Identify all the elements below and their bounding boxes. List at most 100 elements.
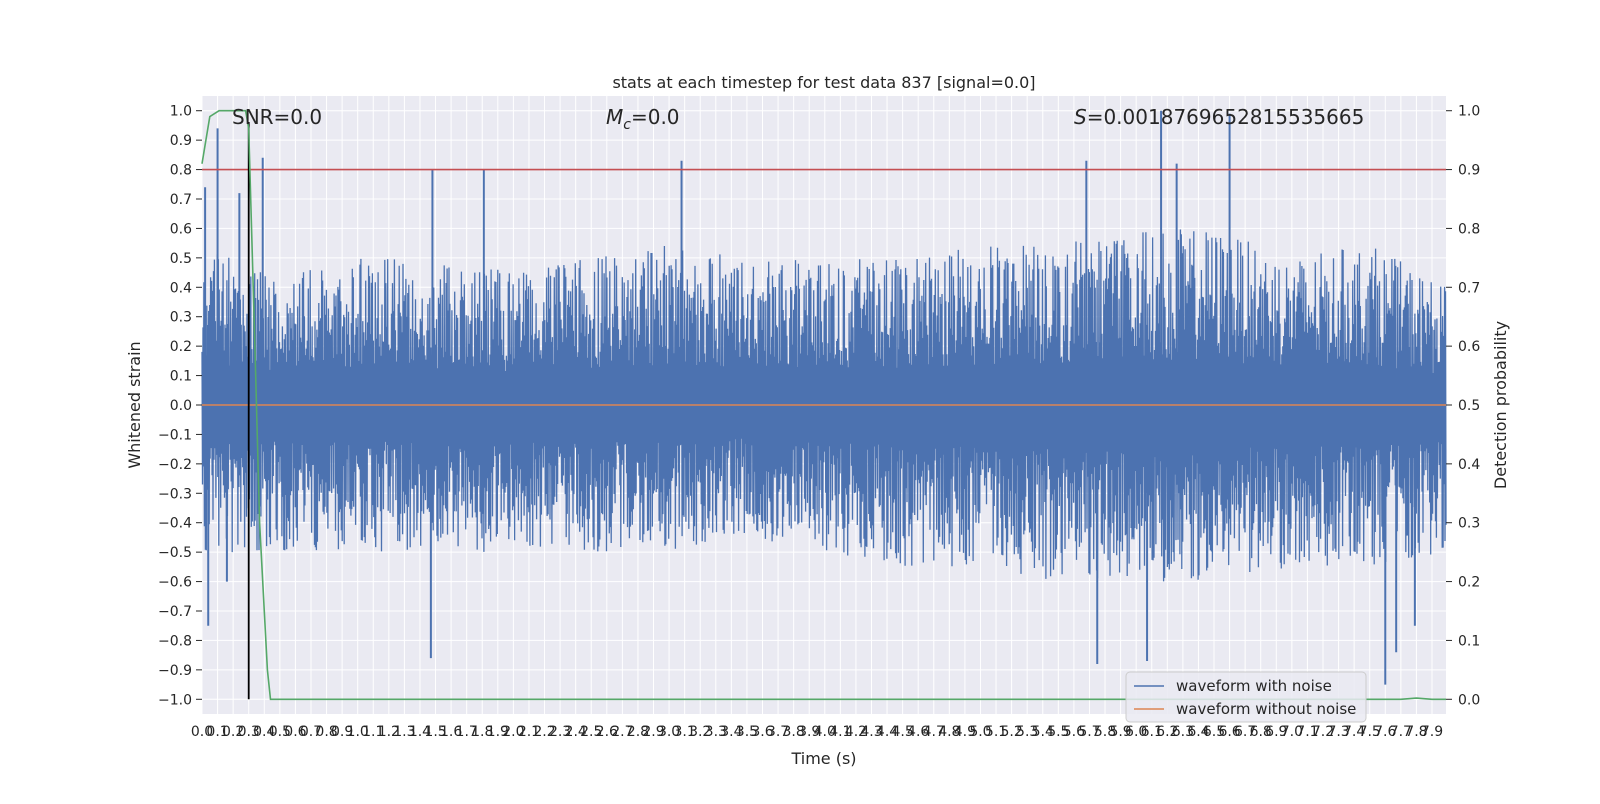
y-tick-label: 0.1 — [170, 369, 192, 385]
x-tick-label: 4.4 — [876, 724, 898, 740]
y-tick-label: −0.4 — [158, 516, 192, 532]
y-tick-label: −0.9 — [158, 663, 192, 679]
legend-label-with-noise: waveform with noise — [1176, 677, 1332, 695]
x-tick-label: 2.9 — [642, 724, 664, 740]
x-tick-label: 7.6 — [1374, 724, 1396, 740]
plot-content — [201, 109, 1447, 701]
x-tick-label: 1.0 — [347, 724, 369, 740]
x-tick-label: 4.5 — [891, 724, 913, 740]
x-tick-label: 3.3 — [705, 724, 727, 740]
y-tick-label: 0.8 — [170, 163, 192, 179]
x-tick-label: 5.6 — [1063, 724, 1085, 740]
y-tick-label: 0.2 — [170, 339, 192, 355]
x-tick-label: 7.1 — [1296, 724, 1318, 740]
mc-annotation: Mc=0.0 — [606, 105, 680, 133]
noise-waveform-line — [201, 229, 1447, 582]
y2-tick-label: 1.0 — [1458, 104, 1480, 120]
x-tick-label: 7.9 — [1421, 724, 1443, 740]
x-tick-label: 2.5 — [580, 724, 602, 740]
x-tick-label: 7.7 — [1390, 724, 1412, 740]
x-tick-label: 6.2 — [1156, 724, 1178, 740]
y-tick-label: −0.5 — [158, 545, 192, 561]
x-tick-label: 7.2 — [1312, 724, 1334, 740]
x-tick-label: 3.9 — [798, 724, 820, 740]
x-tick-label: 6.1 — [1141, 724, 1163, 740]
x-tick-label: 7.8 — [1405, 724, 1427, 740]
y-tick-label: 0.6 — [170, 221, 192, 237]
x-tick-label: 7.5 — [1359, 724, 1381, 740]
x-tick-label: 6.3 — [1172, 724, 1194, 740]
y2-tick-label: 0.0 — [1458, 692, 1480, 708]
x-tick-label: 1.9 — [487, 724, 509, 740]
s-value: =0.0018769652815535665 — [1087, 105, 1365, 129]
detection-probability-line — [201, 109, 1446, 701]
x-tick-label: 3.4 — [720, 724, 742, 740]
y2-tick-label: 0.6 — [1458, 339, 1480, 355]
x-tick-label: 6.9 — [1265, 724, 1287, 740]
y2-tick-label: 0.3 — [1458, 516, 1480, 532]
x-tick-label: 3.1 — [674, 724, 696, 740]
x-tick-label: 0.7 — [300, 724, 322, 740]
x-tick-label: 5.7 — [1078, 724, 1100, 740]
y2-tick-label: 0.1 — [1458, 633, 1480, 649]
y-tick-label: −0.8 — [158, 633, 192, 649]
x-tick-label: 1.6 — [440, 724, 462, 740]
y-tick-label: 0.7 — [170, 192, 192, 208]
y-tick-label: 0.0 — [170, 398, 192, 414]
y2-tick-label: 0.9 — [1458, 163, 1480, 179]
chart-title: stats at each timestep for test data 837… — [612, 73, 1035, 92]
x-tick-label: 0.8 — [315, 724, 337, 740]
legend-label-without-noise: waveform without noise — [1176, 700, 1356, 718]
y-tick-label: −0.2 — [158, 457, 192, 473]
x-tick-label: 1.5 — [424, 724, 446, 740]
x-tick-label: 1.4 — [409, 724, 431, 740]
x-tick-label: 7.4 — [1343, 724, 1365, 740]
x-tick-label: 0.4 — [253, 724, 275, 740]
x-tick-label: 3.6 — [751, 724, 773, 740]
y2-tick-label: 0.2 — [1458, 575, 1480, 591]
x-tick-label: 6.6 — [1218, 724, 1240, 740]
x-tick-label: 5.3 — [1016, 724, 1038, 740]
x-tick-label: 7.0 — [1281, 724, 1303, 740]
x-tick-label: 0.2 — [222, 724, 244, 740]
x-tick-label: 1.7 — [456, 724, 478, 740]
y-tick-label: −0.7 — [158, 604, 192, 620]
y2-tick-label: 0.4 — [1458, 457, 1480, 473]
y-tick-label: 0.4 — [170, 280, 192, 296]
x-tick-label: 5.5 — [1047, 724, 1069, 740]
y2-axis-ticks: 0.0 0.1 0.2 0.3 0.4 0.5 0.6 0.7 0.8 0.9 1.0 — [1446, 104, 1480, 708]
x-axis-label: Time (s) — [790, 749, 856, 768]
y-tick-label: −0.3 — [158, 486, 192, 502]
y-tick-label: 0.9 — [170, 133, 192, 149]
y2-tick-label: 0.5 — [1458, 398, 1480, 414]
x-tick-label: 4.8 — [938, 724, 960, 740]
y-tick-label: −0.6 — [158, 575, 192, 591]
x-tick-label: 1.2 — [378, 724, 400, 740]
x-tick-label: 5.4 — [1032, 724, 1054, 740]
x-tick-label: 4.2 — [845, 724, 867, 740]
x-tick-label: 3.8 — [783, 724, 805, 740]
x-tick-label: 4.0 — [814, 724, 836, 740]
x-tick-label: 0.6 — [284, 724, 306, 740]
x-tick-label: 6.8 — [1250, 724, 1272, 740]
x-tick-label: 4.1 — [829, 724, 851, 740]
x-tick-label: 1.3 — [393, 724, 415, 740]
x-tick-label: 4.6 — [907, 724, 929, 740]
x-tick-label: 2.8 — [627, 724, 649, 740]
x-tick-label: 0.3 — [238, 724, 260, 740]
x-tick-label: 4.3 — [860, 724, 882, 740]
legend-box — [1125, 671, 1367, 723]
x-tick-label: 5.0 — [969, 724, 991, 740]
x-tick-label: 6.4 — [1187, 724, 1209, 740]
x-tick-label: 4.7 — [923, 724, 945, 740]
y2-axis-label: Detection probability — [1491, 321, 1510, 489]
y-tick-label: −0.1 — [158, 427, 192, 443]
mc-value: =0.0 — [631, 105, 680, 129]
x-tick-label: 0.5 — [269, 724, 291, 740]
x-tick-label: 0.1 — [206, 724, 228, 740]
legend: waveform with noise waveform without noi… — [1125, 671, 1367, 723]
x-tick-label: 4.9 — [954, 724, 976, 740]
x-tick-label: 7.3 — [1327, 724, 1349, 740]
